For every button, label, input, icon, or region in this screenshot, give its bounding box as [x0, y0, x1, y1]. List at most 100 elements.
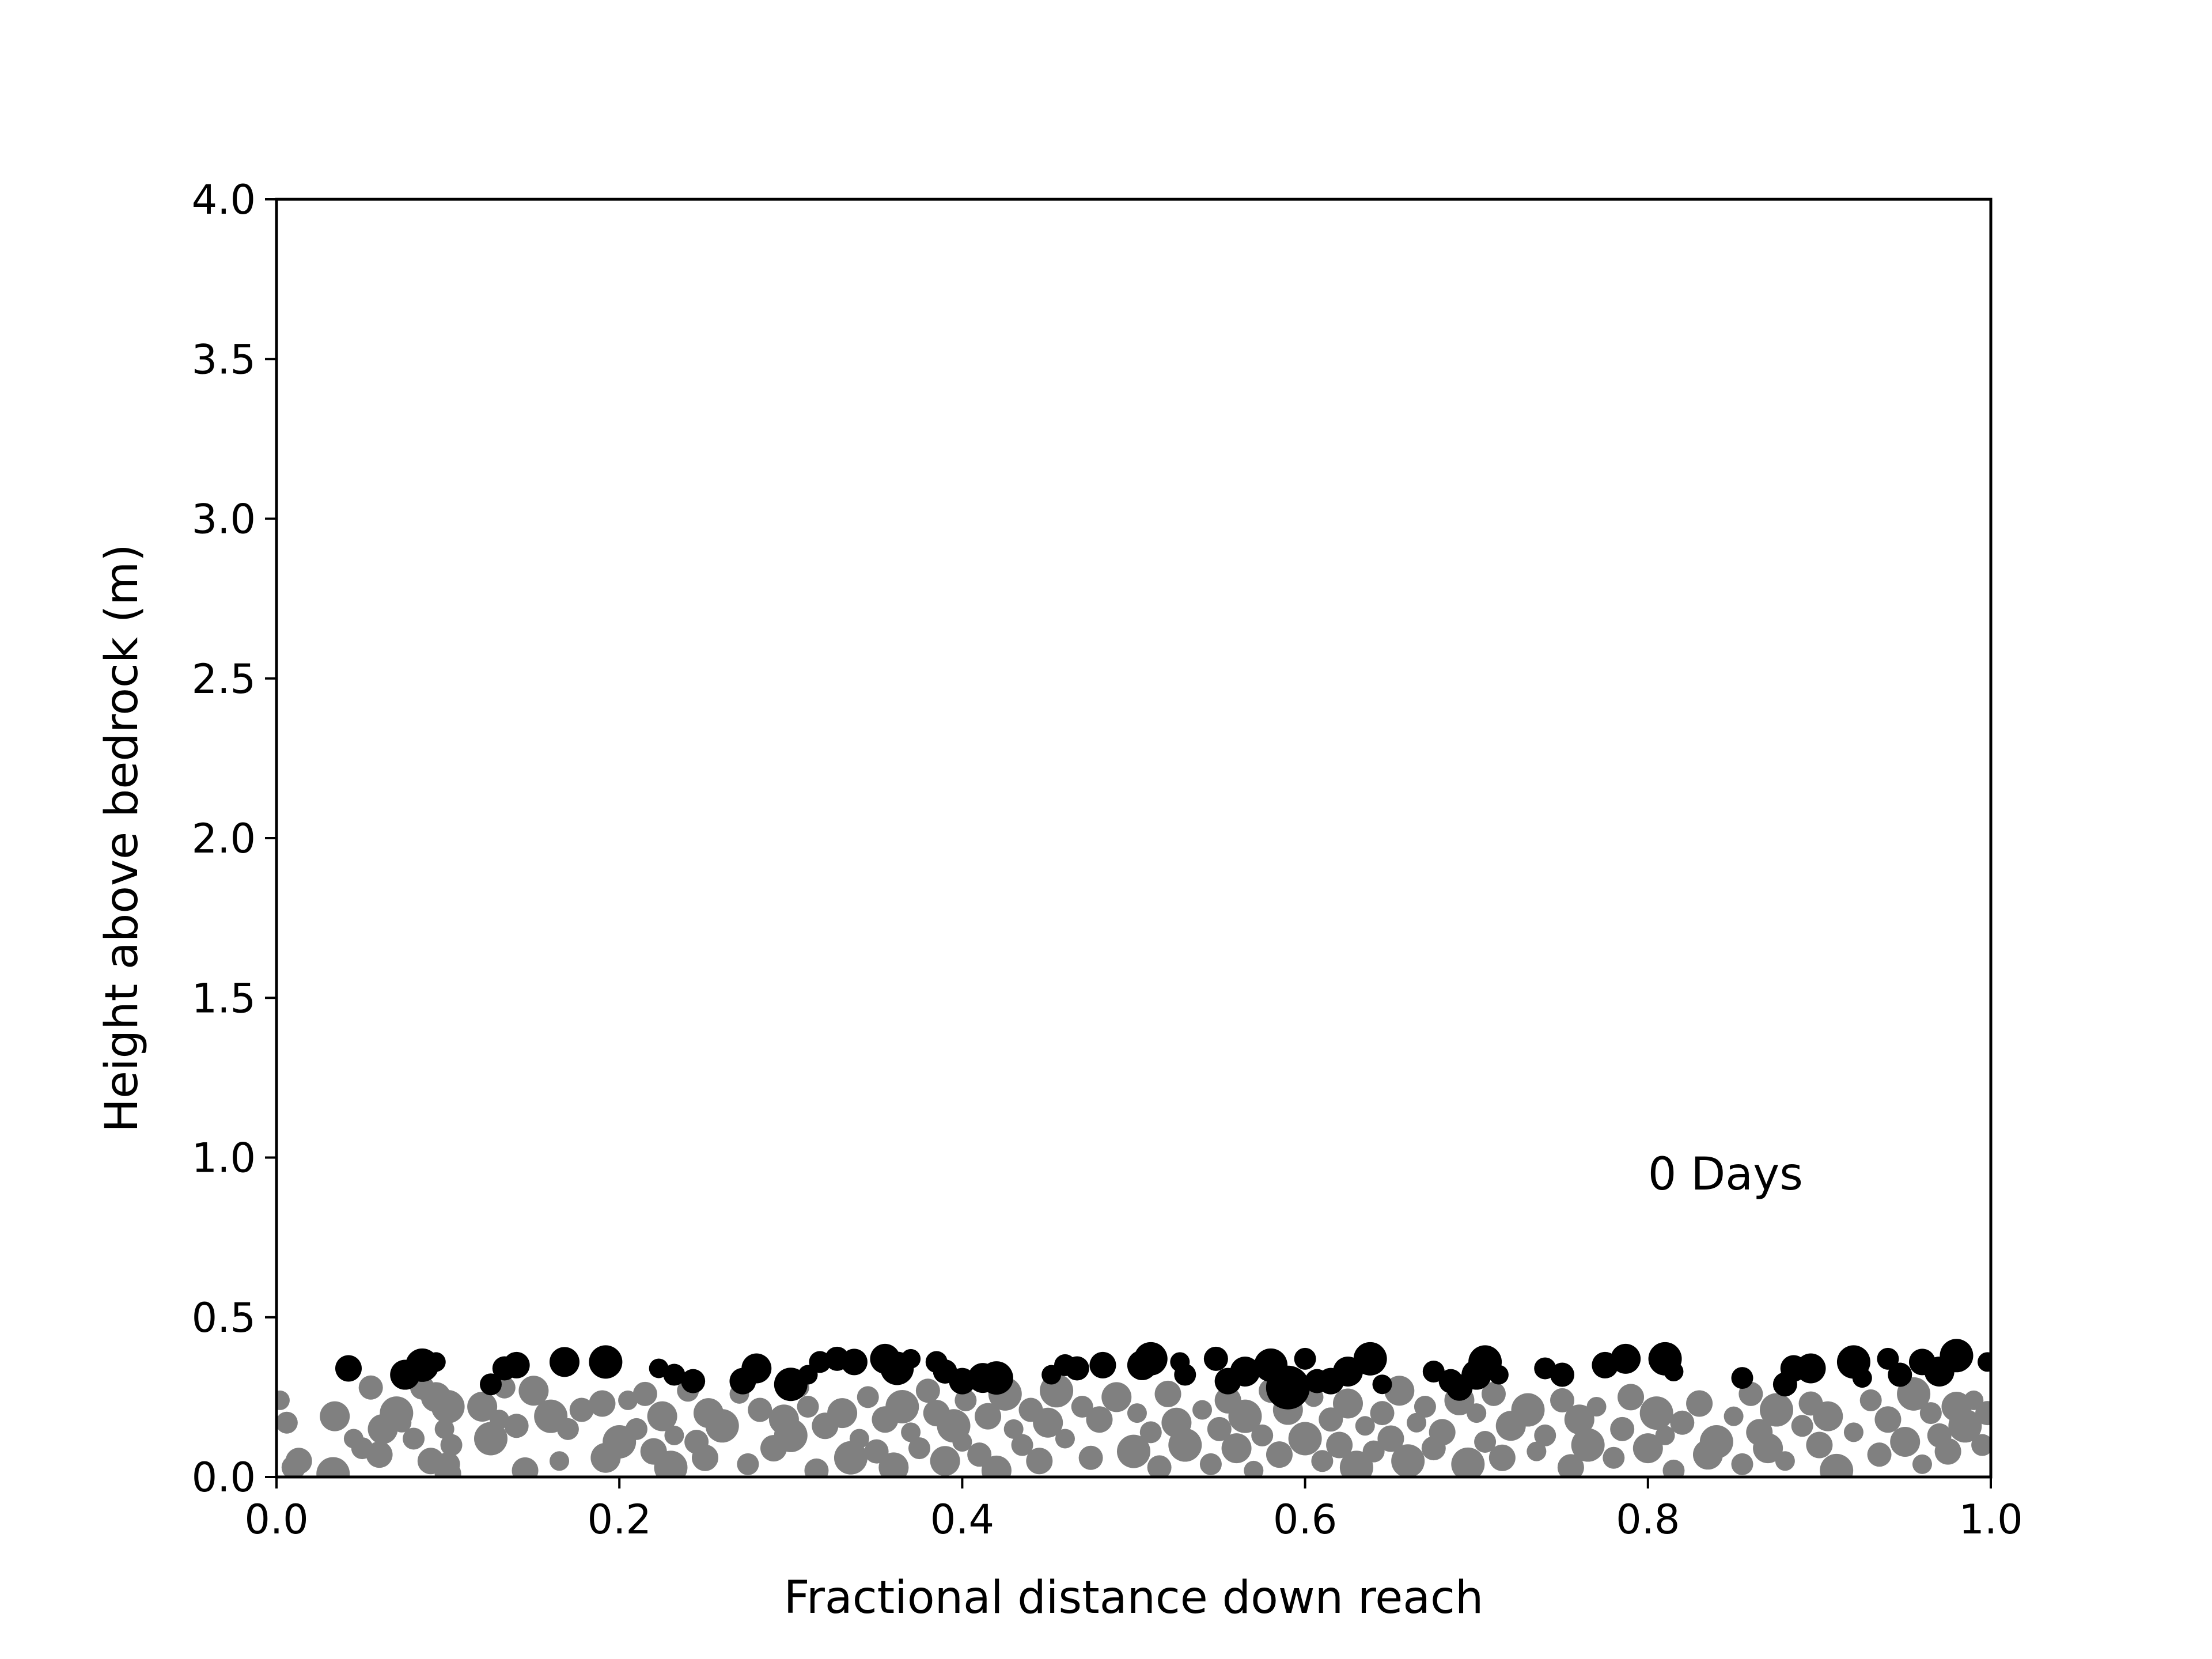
grain-point-buried	[1610, 1416, 1635, 1441]
grain-point-buried	[1813, 1401, 1843, 1431]
grain-point-buried	[489, 1410, 509, 1430]
grain-point-buried	[1071, 1396, 1093, 1418]
grain-point-buried	[1753, 1433, 1783, 1464]
grain-point-buried	[1026, 1448, 1053, 1475]
y-tick-label: 0.5	[192, 1294, 256, 1342]
grain-point-buried	[1971, 1434, 1991, 1456]
x-axis: 0.0 0.2 0.4 0.6 0.8 1.0	[244, 1477, 2023, 1543]
grain-point-buried	[1147, 1455, 1172, 1477]
x-axis-label: Fractional distance down reach	[784, 1572, 1484, 1624]
grain-point-surface	[1940, 1339, 1974, 1373]
grain-point-buried	[467, 1392, 498, 1422]
grain-point-buried	[901, 1422, 921, 1442]
grain-point-buried	[440, 1434, 463, 1456]
grain-point-buried	[1564, 1404, 1594, 1435]
grain-point-surface	[1174, 1363, 1196, 1386]
grain-point-buried	[1603, 1446, 1625, 1469]
grain-point-surface	[979, 1361, 1013, 1395]
grain-point-buried	[1355, 1416, 1375, 1436]
grain-point-buried	[834, 1441, 868, 1475]
grain-point-buried	[1791, 1415, 1813, 1437]
grain-point-surface	[1978, 1352, 1991, 1372]
grain-point-buried	[625, 1418, 647, 1440]
grain-point-buried	[774, 1418, 808, 1452]
grain-point-buried	[285, 1448, 312, 1475]
grain-point-buried	[366, 1441, 393, 1468]
grain-point-buried	[1370, 1401, 1395, 1426]
x-tick-label: 0.6	[1273, 1496, 1337, 1543]
grain-point-buried	[1874, 1406, 1902, 1433]
grain-point-surface	[1065, 1356, 1089, 1381]
grain-point-surface	[503, 1351, 530, 1378]
time-annotation: 0 Days	[1648, 1149, 1803, 1200]
grain-point-buried	[705, 1409, 739, 1443]
y-axis-label: Height above bedrock (m)	[96, 544, 148, 1132]
grain-point-buried	[952, 1432, 972, 1452]
grain-point-surface	[1731, 1367, 1753, 1389]
grain-point-surface	[1134, 1342, 1168, 1376]
grain-point-buried	[1078, 1445, 1103, 1470]
x-tick-label: 0.4	[930, 1496, 994, 1543]
grain-point-buried	[1618, 1384, 1645, 1411]
grain-point-buried	[1775, 1451, 1795, 1471]
grain-point-buried	[392, 1412, 412, 1433]
y-tick-label: 4.0	[192, 176, 256, 224]
grain-point-buried	[474, 1422, 507, 1456]
grain-point-buried	[1639, 1396, 1673, 1430]
x-tick-label: 0.0	[244, 1496, 308, 1543]
grain-point-surface	[1266, 1365, 1310, 1410]
grain-point-buried	[981, 1455, 1012, 1477]
grain-point-buried	[1724, 1406, 1744, 1426]
grain-point-buried	[654, 1450, 688, 1477]
grain-point-surface	[1089, 1351, 1116, 1378]
grain-point-buried	[1655, 1425, 1675, 1445]
grain-point-buried	[1806, 1431, 1833, 1459]
grain-point-buried	[1192, 1400, 1213, 1420]
grain-point-buried	[1662, 1459, 1685, 1477]
grain-point-buried	[1843, 1422, 1863, 1442]
grain-point-surface	[1488, 1365, 1509, 1385]
y-tick-label: 1.5	[192, 975, 256, 1022]
grain-point-buried	[1934, 1438, 1961, 1465]
grain-point-surface	[840, 1349, 868, 1376]
y-tick-label: 2.0	[192, 815, 256, 862]
grain-point-surface	[1230, 1357, 1260, 1387]
grain-point-surface	[1203, 1346, 1228, 1371]
y-axis: 0.0 0.5 1.0 1.5 2.0 2.5 3.0 3.5 4.0	[192, 176, 276, 1501]
grain-point-buried	[1011, 1434, 1033, 1456]
grain-point-buried	[1481, 1381, 1506, 1406]
grain-point-surface	[1611, 1343, 1641, 1374]
grain-point-buried	[320, 1401, 350, 1431]
grain-point-surface	[1852, 1368, 1872, 1388]
grain-point-buried	[1055, 1429, 1075, 1449]
grain-point-surface	[1422, 1361, 1445, 1383]
grain-point-buried	[1474, 1431, 1497, 1453]
grain-point-buried	[1731, 1453, 1753, 1475]
grain-point-buried	[550, 1451, 570, 1471]
grain-point-buried	[1527, 1441, 1547, 1461]
points-layer	[276, 1339, 1991, 1477]
grain-point-surface	[335, 1355, 362, 1382]
grain-point-buried	[1975, 1401, 1991, 1426]
grain-point-buried	[955, 1389, 977, 1411]
x-tick-label: 0.8	[1616, 1496, 1680, 1543]
grain-point-buried	[589, 1390, 616, 1417]
grain-point-buried	[857, 1386, 879, 1408]
grain-point-buried	[647, 1401, 677, 1431]
grain-point-buried	[1429, 1419, 1456, 1446]
grain-point-buried	[1199, 1453, 1222, 1475]
grain-point-buried	[618, 1390, 638, 1410]
grain-point-buried	[1333, 1388, 1363, 1419]
grain-point-buried	[276, 1411, 298, 1434]
grain-point-buried	[1154, 1380, 1181, 1407]
grain-point-buried	[1550, 1388, 1574, 1412]
grain-point-buried	[1033, 1407, 1063, 1438]
y-tick-label: 3.0	[192, 496, 256, 543]
grain-point-buried	[1890, 1427, 1921, 1457]
grain-point-surface	[480, 1373, 502, 1396]
grain-point-buried	[518, 1376, 549, 1406]
grain-point-buried	[1670, 1410, 1695, 1435]
grain-point-surface	[1664, 1362, 1684, 1382]
grain-point-buried	[1391, 1444, 1425, 1477]
y-tick-label: 2.5	[192, 656, 256, 703]
